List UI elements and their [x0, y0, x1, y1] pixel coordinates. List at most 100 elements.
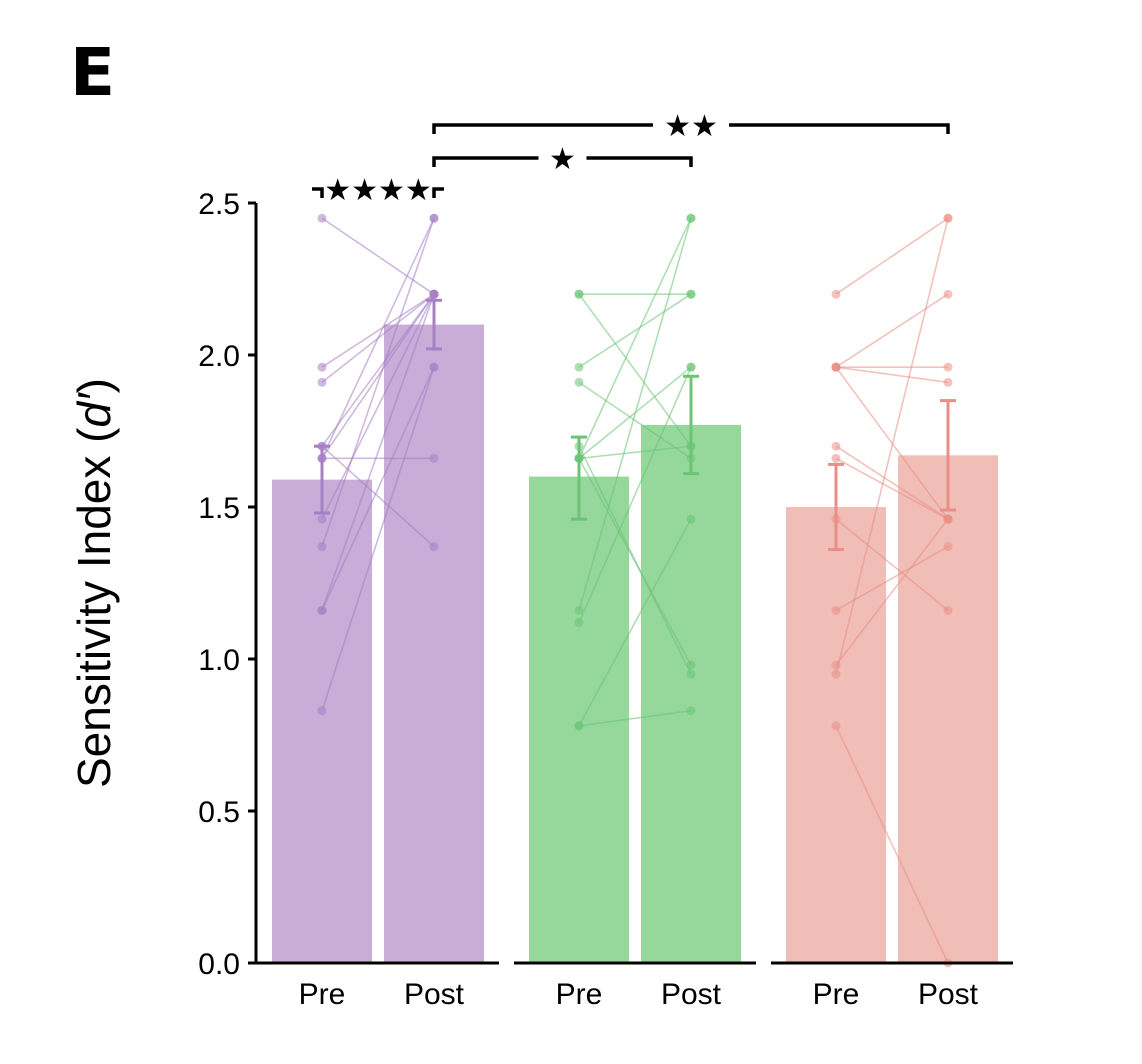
panel-label: E — [70, 34, 116, 111]
x-tick-label: Post — [404, 978, 465, 1011]
subject-point — [317, 706, 327, 716]
subject-point — [317, 213, 327, 223]
subject-point — [686, 669, 696, 679]
subject-point — [429, 289, 439, 299]
subject-point — [831, 605, 841, 615]
subject-line — [321, 217, 435, 295]
subject-point — [574, 618, 584, 628]
subject-line — [835, 293, 949, 368]
subject-point — [686, 213, 696, 223]
x-tick-label: Pre — [299, 978, 346, 1011]
significance-bracket — [729, 123, 950, 134]
subject-point — [943, 514, 953, 524]
x-tick-label: Post — [661, 978, 722, 1011]
subject-line — [835, 218, 949, 675]
subject-line — [321, 217, 435, 459]
bar-post — [384, 324, 484, 964]
subject-line — [835, 457, 949, 520]
significance-stars: ★★ — [664, 109, 718, 144]
subject-lines — [321, 217, 949, 964]
y-tick-label: 1.5 — [198, 492, 240, 525]
x-tick-label: Post — [918, 978, 979, 1011]
subject-point — [943, 605, 953, 615]
y-axis: 0.0 0.5 1.0 1.5 2.0 2.5 — [198, 188, 258, 981]
y-axis-label: Sensitivity Index (d′) — [68, 378, 120, 788]
subject-points — [317, 213, 953, 968]
subject-point — [429, 362, 439, 372]
subject-line — [321, 293, 435, 611]
subject-line — [578, 445, 692, 460]
significance-bracket — [312, 187, 324, 198]
significance-brackets: ★★★★★★★ — [312, 109, 950, 208]
subject-point — [429, 542, 439, 552]
subject-point — [686, 660, 696, 670]
subject-line — [578, 217, 692, 611]
subject-point — [831, 453, 841, 463]
subject-point — [429, 213, 439, 223]
y-tick-label: 1.0 — [198, 644, 240, 677]
subject-point — [574, 721, 584, 731]
subject-line — [321, 293, 435, 459]
subject-line — [321, 445, 435, 548]
subject-point — [686, 706, 696, 716]
subject-line — [578, 293, 692, 447]
subject-point — [831, 669, 841, 679]
subject-point — [831, 660, 841, 670]
subject-line — [835, 217, 949, 295]
x-tick-label: Pre — [813, 978, 860, 1011]
subject-line — [321, 217, 435, 547]
subject-point — [429, 453, 439, 463]
bar-post — [641, 424, 741, 963]
subject-point — [317, 542, 327, 552]
subject-line — [835, 518, 949, 611]
bars — [272, 324, 998, 964]
subject-point — [943, 542, 953, 552]
x-axis: Pre Post Pre Post Pre Post — [256, 961, 1013, 1011]
error-bars — [314, 298, 956, 552]
subject-line — [578, 381, 692, 460]
bar-pre — [529, 476, 629, 963]
subject-point — [831, 362, 841, 372]
significance-bracket — [432, 156, 539, 167]
bar-pre — [272, 479, 372, 963]
subject-point — [943, 289, 953, 299]
subject-point — [686, 514, 696, 524]
x-tick-label: Pre — [556, 978, 603, 1011]
subject-point — [317, 362, 327, 372]
subject-point — [317, 514, 327, 524]
bar-post — [898, 455, 998, 963]
subject-line — [835, 518, 949, 666]
subject-point — [943, 362, 953, 372]
subject-point — [574, 289, 584, 299]
subject-point — [686, 289, 696, 299]
significance-bracket — [432, 187, 444, 198]
subject-point — [317, 605, 327, 615]
subject-line — [578, 217, 692, 459]
subject-point — [943, 213, 953, 223]
y-tick-label: 0.0 — [198, 948, 240, 981]
subject-line — [321, 366, 435, 611]
subject-line — [578, 293, 692, 368]
subject-line — [321, 293, 435, 368]
y-tick-label: 0.5 — [198, 796, 240, 829]
subject-point — [686, 362, 696, 372]
significance-stars: ★ — [549, 142, 576, 177]
significance-bracket — [586, 156, 693, 167]
subject-point — [831, 721, 841, 731]
y-tick-label: 2.5 — [198, 188, 240, 221]
subject-line — [321, 293, 435, 520]
bar-pre — [786, 507, 886, 963]
subject-line — [578, 445, 692, 675]
subject-line — [578, 709, 692, 727]
subject-point — [317, 377, 327, 387]
subject-point — [574, 362, 584, 372]
subject-line — [835, 725, 949, 964]
subject-point — [943, 377, 953, 387]
subject-point — [574, 377, 584, 387]
y-tick-label: 2.0 — [198, 340, 240, 373]
subject-line — [835, 366, 949, 384]
significance-stars: ★★★★ — [324, 173, 432, 208]
subject-line — [321, 293, 435, 447]
subject-line — [578, 366, 692, 623]
